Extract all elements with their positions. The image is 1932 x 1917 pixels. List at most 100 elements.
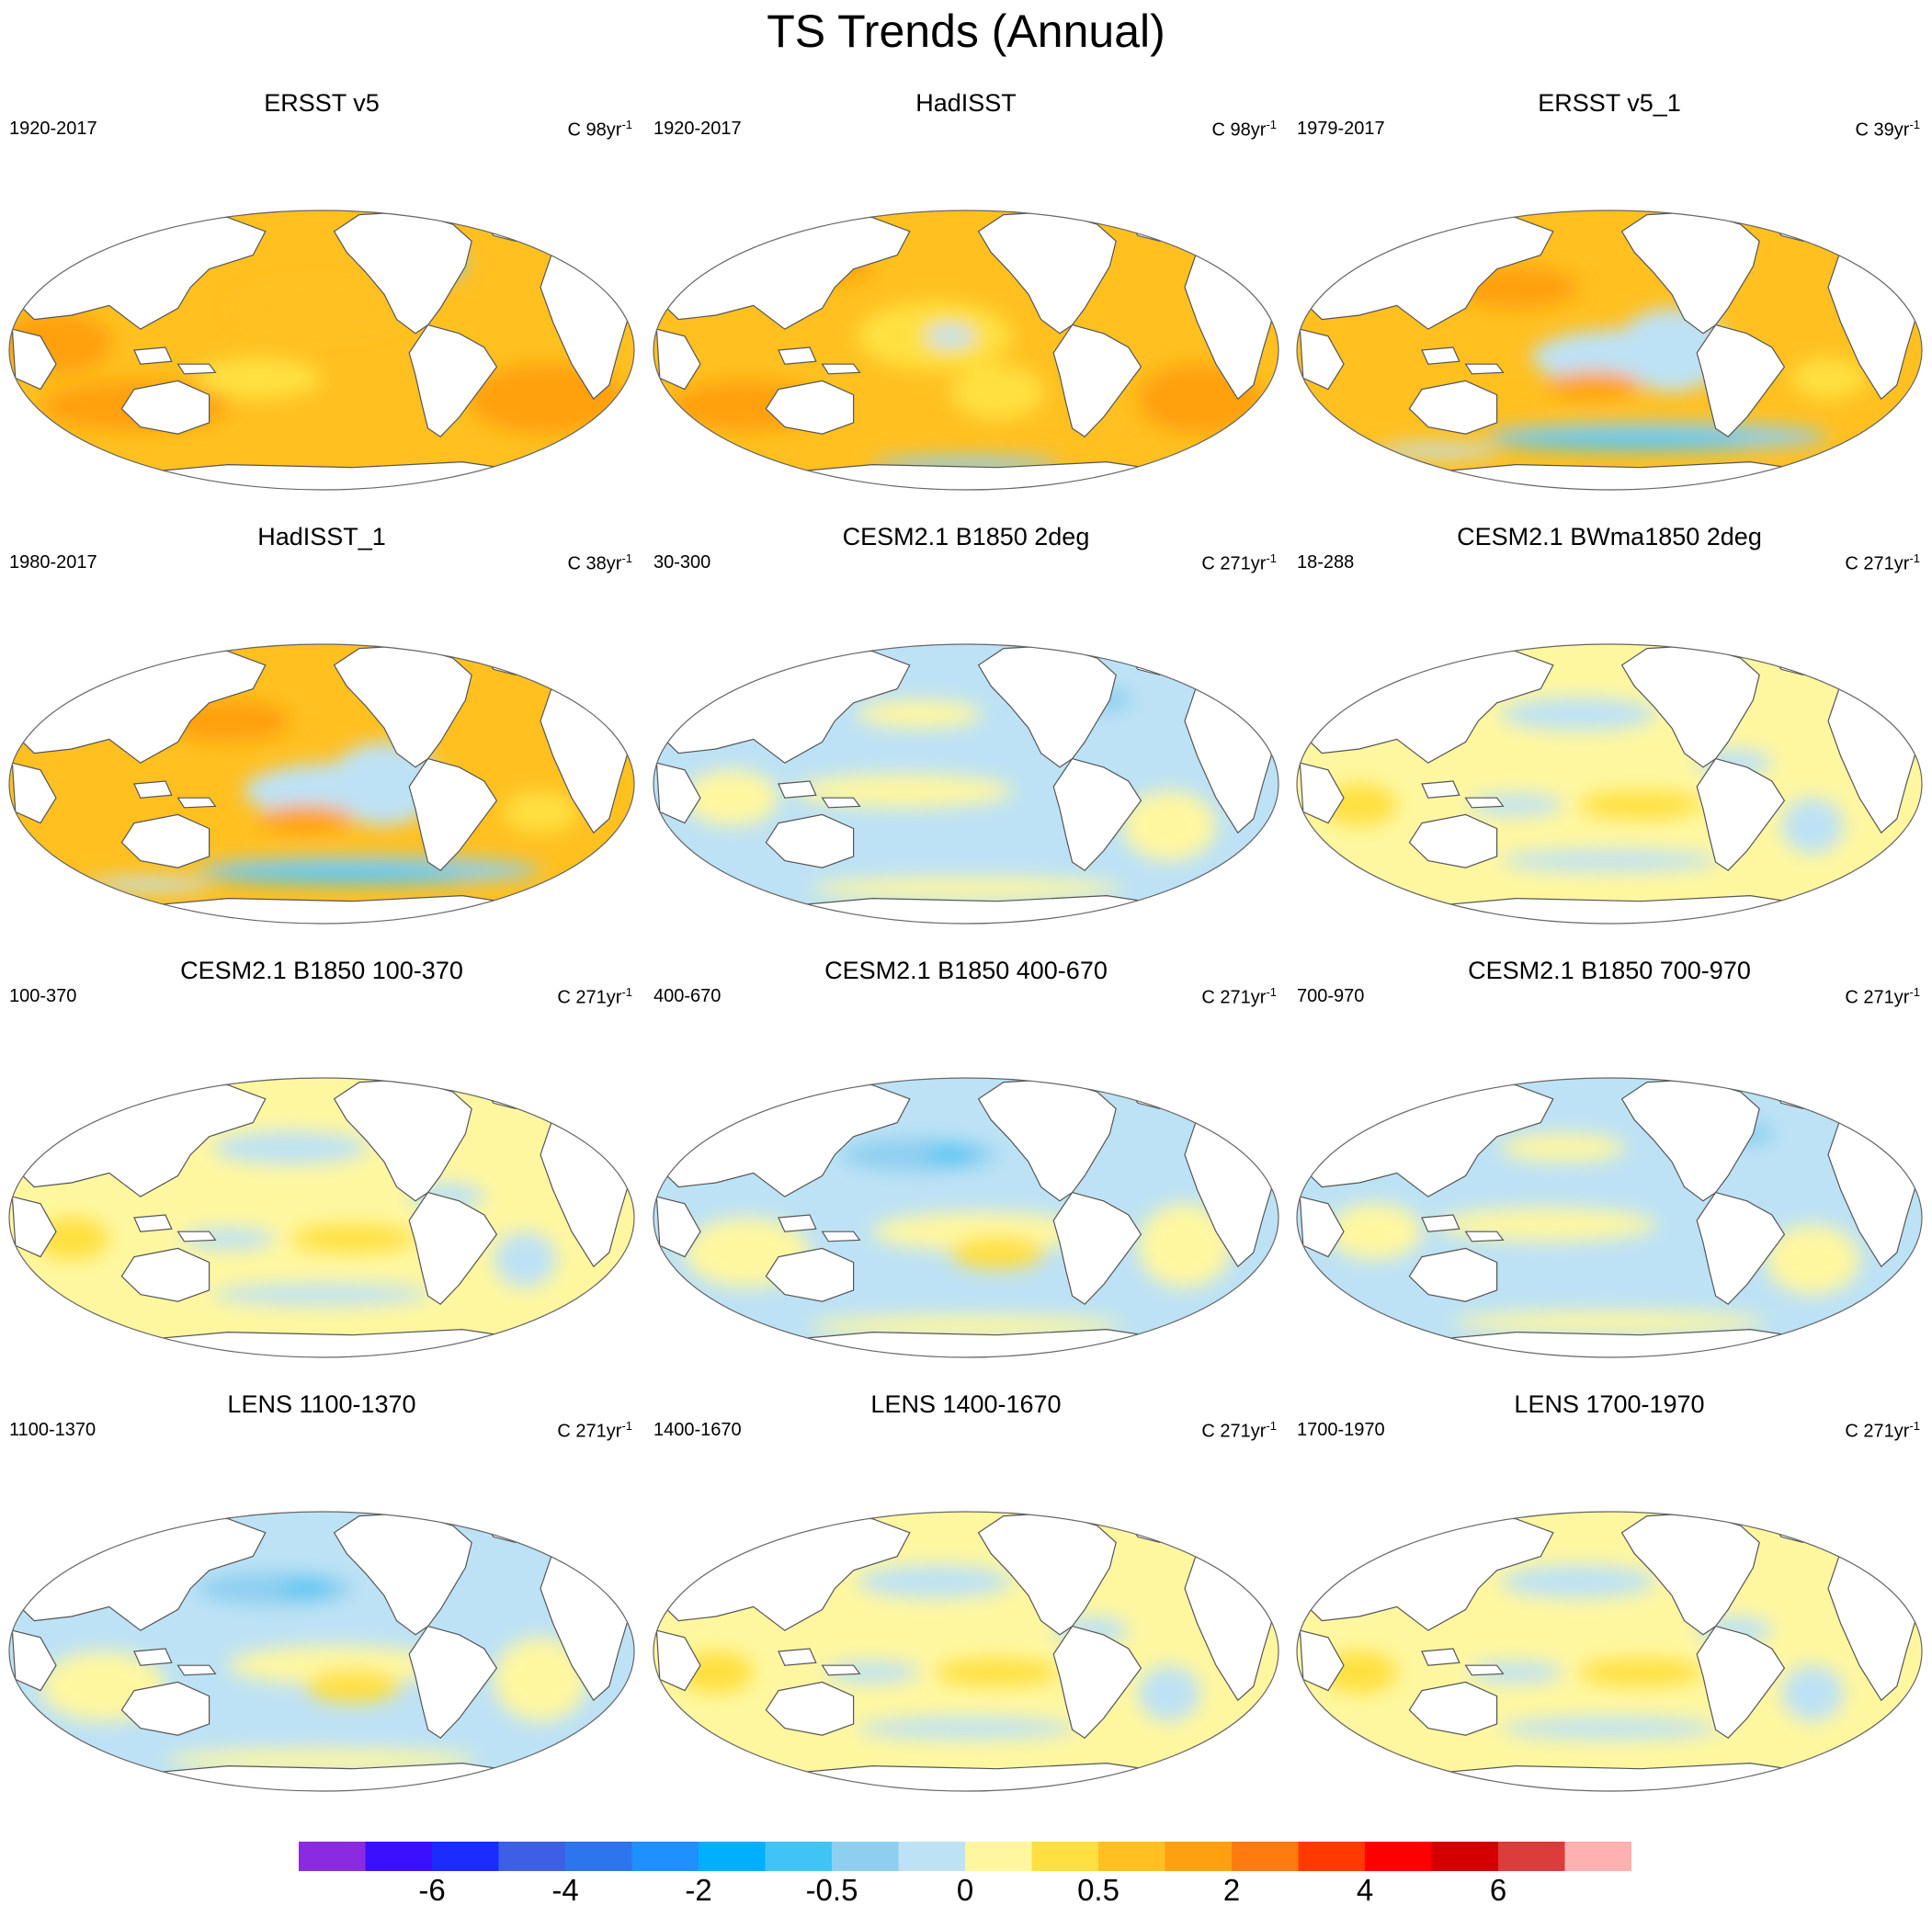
global-map <box>1296 210 1923 491</box>
land-southAmerica <box>1696 757 1786 871</box>
unit-exponent: -1 <box>1266 551 1277 565</box>
trend-region <box>841 1138 997 1172</box>
land-australia <box>1408 1247 1498 1302</box>
unit-exponent: -1 <box>1266 118 1277 131</box>
map-panel: CESM2.1 BWma1850 2deg 18-288 C 271yr-1 <box>1288 522 1931 952</box>
land-seAsiaIslands <box>133 780 173 799</box>
trend-region <box>685 769 778 826</box>
panel-units: C 39yr-1 <box>1856 114 1920 142</box>
map-panel: CESM2.1 B1850 700-970 700-970 C 271yr-1 <box>1288 956 1931 1386</box>
unit-text: C 271yr <box>1201 1421 1267 1442</box>
unit-text: C 271yr <box>557 987 622 1008</box>
panel-units: C 98yr-1 <box>568 114 632 142</box>
land-southAmerica <box>1696 1625 1786 1739</box>
panel-title: HadISST_1 <box>257 523 386 550</box>
land-africaEast <box>1299 1196 1345 1258</box>
panel-units: C 271yr-1 <box>1201 1415 1277 1443</box>
trend-region <box>228 280 415 336</box>
colorbar-swatch <box>299 1842 366 1871</box>
sst-trend-field <box>653 1078 1279 1357</box>
trend-region <box>1138 1665 1200 1721</box>
land-seAsiaIslands <box>1421 1648 1460 1666</box>
panel-units: C 271yr-1 <box>557 981 632 1009</box>
land-newGuinea <box>176 363 217 375</box>
panel-period: 1100-1370 <box>9 1420 97 1440</box>
global-map <box>653 1511 1279 1792</box>
land-southAmerica <box>408 323 498 437</box>
panel-period: 1979-2017 <box>1297 119 1385 139</box>
land-seAsiaIslands <box>1421 1214 1460 1232</box>
land-seAsiaIslands <box>778 1648 817 1666</box>
trend-region <box>1500 1717 1719 1740</box>
unit-text: C 271yr <box>1201 987 1267 1008</box>
trend-region <box>950 1235 1044 1270</box>
land-australia <box>120 1681 210 1736</box>
global-map <box>653 643 1279 924</box>
panel-period: 100-370 <box>9 986 77 1006</box>
land-newGuinea <box>821 1664 861 1676</box>
panel-title: HadISST <box>915 89 1017 117</box>
land-newGuinea <box>1464 363 1505 375</box>
unit-exponent: -1 <box>1266 1419 1277 1433</box>
global-map <box>8 210 635 491</box>
colorbar-swatch <box>832 1842 899 1871</box>
land-southAmerica <box>1696 323 1786 437</box>
unit-exponent: -1 <box>621 118 632 131</box>
trend-region <box>935 1658 1060 1686</box>
colorbar-tick-label: 0 <box>956 1873 974 1907</box>
colorbar-swatch <box>898 1842 966 1871</box>
land-africaEast <box>655 1196 701 1258</box>
trend-region <box>1500 1564 1656 1599</box>
unit-exponent: -1 <box>621 1419 632 1433</box>
colorbar-tick-label: 6 <box>1489 1873 1507 1907</box>
land-africaEast <box>11 762 57 824</box>
trend-region <box>1500 1133 1625 1163</box>
trend-region <box>212 1130 369 1165</box>
trend-region <box>494 1637 587 1721</box>
land-australia <box>120 1247 210 1302</box>
trend-region <box>925 1148 976 1163</box>
unit-text: C 271yr <box>1201 553 1267 574</box>
panel-title: ERSST v5 <box>264 89 380 117</box>
trend-region <box>1578 1658 1703 1686</box>
land-southAmerica <box>1052 1191 1142 1305</box>
map-panel: LENS 1100-1370 1100-1370 C 271yr-1 <box>0 1390 643 1820</box>
colorbar <box>299 1842 1631 1871</box>
trend-region <box>857 699 982 729</box>
land-newGuinea <box>1464 797 1505 809</box>
map-panel: ERSST v5 1920-2017 C 98yr-1 <box>0 88 643 518</box>
sst-trend-field <box>653 644 1279 924</box>
trend-region <box>857 1564 1013 1599</box>
land-africaEast <box>11 1629 57 1692</box>
land-seAsiaIslands <box>778 346 817 365</box>
colorbar-swatch <box>1298 1842 1366 1871</box>
trend-region <box>1766 1224 1859 1295</box>
sst-trend-field <box>1297 644 1922 924</box>
colorbar-swatch <box>631 1842 699 1871</box>
land-africaEast <box>655 1629 701 1692</box>
colorbar-swatch <box>365 1842 433 1871</box>
colorbar-tick-label: 2 <box>1222 1873 1241 1907</box>
land-newGuinea <box>821 363 861 375</box>
map-border <box>1296 210 1923 491</box>
trend-region <box>280 1582 332 1596</box>
land-australia <box>765 1247 855 1302</box>
sst-trend-field <box>9 210 634 490</box>
global-map <box>8 1077 635 1358</box>
panel-units: C 38yr-1 <box>568 548 632 575</box>
trend-region <box>228 1645 447 1685</box>
unit-exponent: -1 <box>621 985 632 999</box>
panel-period: 1920-2017 <box>9 119 97 139</box>
land-southAmerica <box>1052 323 1142 437</box>
unit-exponent: -1 <box>1909 1419 1920 1433</box>
map-border <box>1296 1077 1923 1358</box>
trend-region <box>259 804 353 834</box>
trend-region <box>212 868 462 883</box>
trend-region <box>872 1211 1091 1252</box>
colorbar-swatch <box>1431 1842 1499 1871</box>
colorbar-swatch <box>1365 1842 1432 1871</box>
panel-period: 1920-2017 <box>653 119 742 139</box>
map-panel: HadISST 1920-2017 C 98yr-1 <box>644 88 1288 518</box>
colorbar-swatch <box>432 1842 499 1871</box>
map-panel: HadISST_1 1980-2017 C 38yr-1 <box>0 522 643 952</box>
